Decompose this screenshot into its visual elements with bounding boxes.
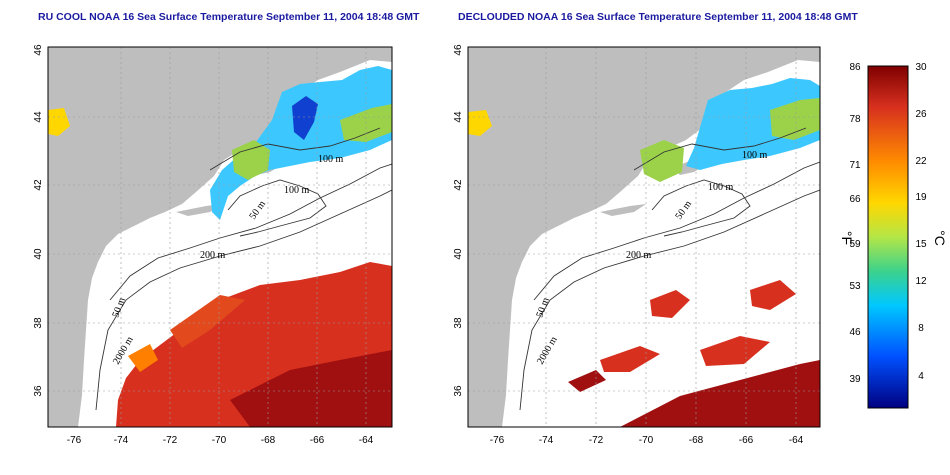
left-lon-axis: -76 -74 -72 -70 -68 -66 -64 [67, 435, 374, 446]
fahrenheit-tick: 53 [849, 281, 861, 292]
left-map-title: RU COOL NOAA 16 Sea Surface Temperature … [38, 11, 420, 23]
left-lon-tick: -74 [114, 435, 129, 446]
left-land-mass [48, 47, 392, 427]
right-long-island [600, 204, 646, 216]
right-lon-tick: -76 [490, 435, 505, 446]
fahrenheit-tick: 71 [849, 160, 861, 171]
celsius-unit-label: °C [932, 230, 948, 246]
right-grid [468, 47, 820, 427]
fahrenheit-tick: 66 [849, 194, 861, 205]
celsius-tick: 12 [915, 276, 927, 287]
left-lon-tick: -64 [359, 435, 374, 446]
right-lon-tick: -66 [739, 435, 754, 446]
left-contour-label-100m-b: 100 m [284, 185, 310, 196]
right-warm-patch-1 [650, 290, 690, 318]
right-lon-tick: -64 [789, 435, 804, 446]
right-warm-patch-3 [600, 346, 660, 372]
left-isobath-100m [209, 127, 381, 171]
right-map-panel: 100 m 100 m 50 m 200 m 50 m 2000 m 46 44… [453, 44, 821, 446]
right-map-title: DECLOUDED NOAA 16 Sea Surface Temperatur… [458, 11, 858, 23]
right-lat-tick: 36 [453, 385, 464, 397]
right-lat-axis: 46 44 42 40 38 36 [453, 44, 464, 397]
celsius-tick: 19 [915, 192, 927, 203]
right-isobath-50m [651, 179, 751, 237]
right-lat-tick: 44 [453, 111, 464, 123]
fahrenheit-unit-label: °F [839, 231, 855, 245]
left-grid [48, 47, 392, 427]
left-map-frame [47, 46, 393, 428]
fahrenheit-tick: 46 [849, 327, 861, 338]
right-green-patch-2 [770, 98, 820, 140]
left-lat-tick: 40 [33, 248, 44, 260]
colorbar-celsius-ticks: 30 26 22 19 15 12 8 4 [915, 62, 927, 382]
left-isobath-200m [109, 163, 392, 301]
celsius-tick: 26 [915, 109, 927, 120]
left-lon-tick: -70 [212, 435, 227, 446]
right-yellow-patch [468, 110, 492, 136]
left-isobath-50m [227, 179, 327, 237]
celsius-tick: 4 [918, 371, 924, 382]
left-contour-label-200m: 200 m [200, 250, 226, 261]
right-gulf-maine-sst [686, 78, 820, 170]
right-land-mass [468, 47, 820, 427]
left-lat-axis: 46 44 42 40 38 36 [33, 44, 44, 397]
left-deep-cool-patch [292, 96, 318, 140]
left-lat-tick: 46 [33, 44, 44, 56]
colorbar-gradient [867, 65, 909, 409]
right-green-patch [640, 140, 684, 182]
right-lon-tick: -72 [589, 435, 604, 446]
fahrenheit-tick: 78 [849, 114, 861, 125]
right-isobath-200m [533, 161, 820, 301]
right-lon-tick: -70 [639, 435, 654, 446]
colorbar: 86 78 71 66 59 53 46 39 30 26 22 19 15 1… [839, 62, 948, 409]
left-long-island [176, 204, 222, 216]
celsius-tick: 8 [918, 323, 924, 334]
left-orange-patch [128, 344, 158, 372]
left-lon-tick: -66 [310, 435, 325, 446]
right-warm-dark [620, 360, 820, 427]
right-contour-label-100m-a: 100 m [742, 150, 768, 161]
right-isobath-2000m [519, 189, 820, 411]
celsius-tick: 30 [915, 62, 927, 73]
right-lon-tick: -74 [539, 435, 554, 446]
right-lon-axis: -76 -74 -72 -70 -68 -66 -64 [490, 435, 804, 446]
fahrenheit-tick: 39 [849, 374, 861, 385]
right-map-frame [467, 46, 821, 428]
left-lon-tick: -68 [261, 435, 276, 446]
right-lat-tick: 42 [453, 179, 464, 191]
left-green-patch-1 [232, 140, 270, 180]
left-lat-tick: 38 [33, 317, 44, 329]
left-warm-streak-1 [170, 295, 245, 348]
fahrenheit-tick: 86 [849, 62, 861, 73]
right-lat-tick: 46 [453, 44, 464, 56]
celsius-tick: 15 [915, 239, 927, 250]
right-lat-tick: 38 [453, 317, 464, 329]
left-contour-label-100m-a: 100 m [318, 154, 344, 165]
right-warm-patch-2 [750, 280, 796, 310]
left-yellow-patch [48, 108, 70, 136]
left-gulf-maine-sst [210, 66, 392, 220]
right-isobath-100m [633, 127, 807, 171]
left-warm-dark [230, 350, 392, 427]
left-lat-tick: 36 [33, 385, 44, 397]
celsius-tick: 22 [915, 156, 927, 167]
left-isobath-2000m [95, 189, 392, 411]
right-lon-tick: -68 [689, 435, 704, 446]
left-lon-tick: -72 [163, 435, 178, 446]
right-warm-streak [568, 370, 606, 392]
left-map-panel: 100 m 100 m 50 m 200 m 50 m 2000 m 46 44… [33, 44, 393, 446]
left-lat-tick: 44 [33, 111, 44, 123]
right-contour-label-100m-b: 100 m [708, 182, 734, 193]
right-warm-patch-4 [700, 336, 770, 366]
right-lat-tick: 40 [453, 248, 464, 260]
right-contour-label-200m: 200 m [626, 250, 652, 261]
left-lon-tick: -76 [67, 435, 82, 446]
colorbar-fahrenheit-ticks: 86 78 71 66 59 53 46 39 [849, 62, 861, 385]
left-lat-tick: 42 [33, 179, 44, 191]
fahrenheit-tick: 59 [849, 239, 861, 250]
